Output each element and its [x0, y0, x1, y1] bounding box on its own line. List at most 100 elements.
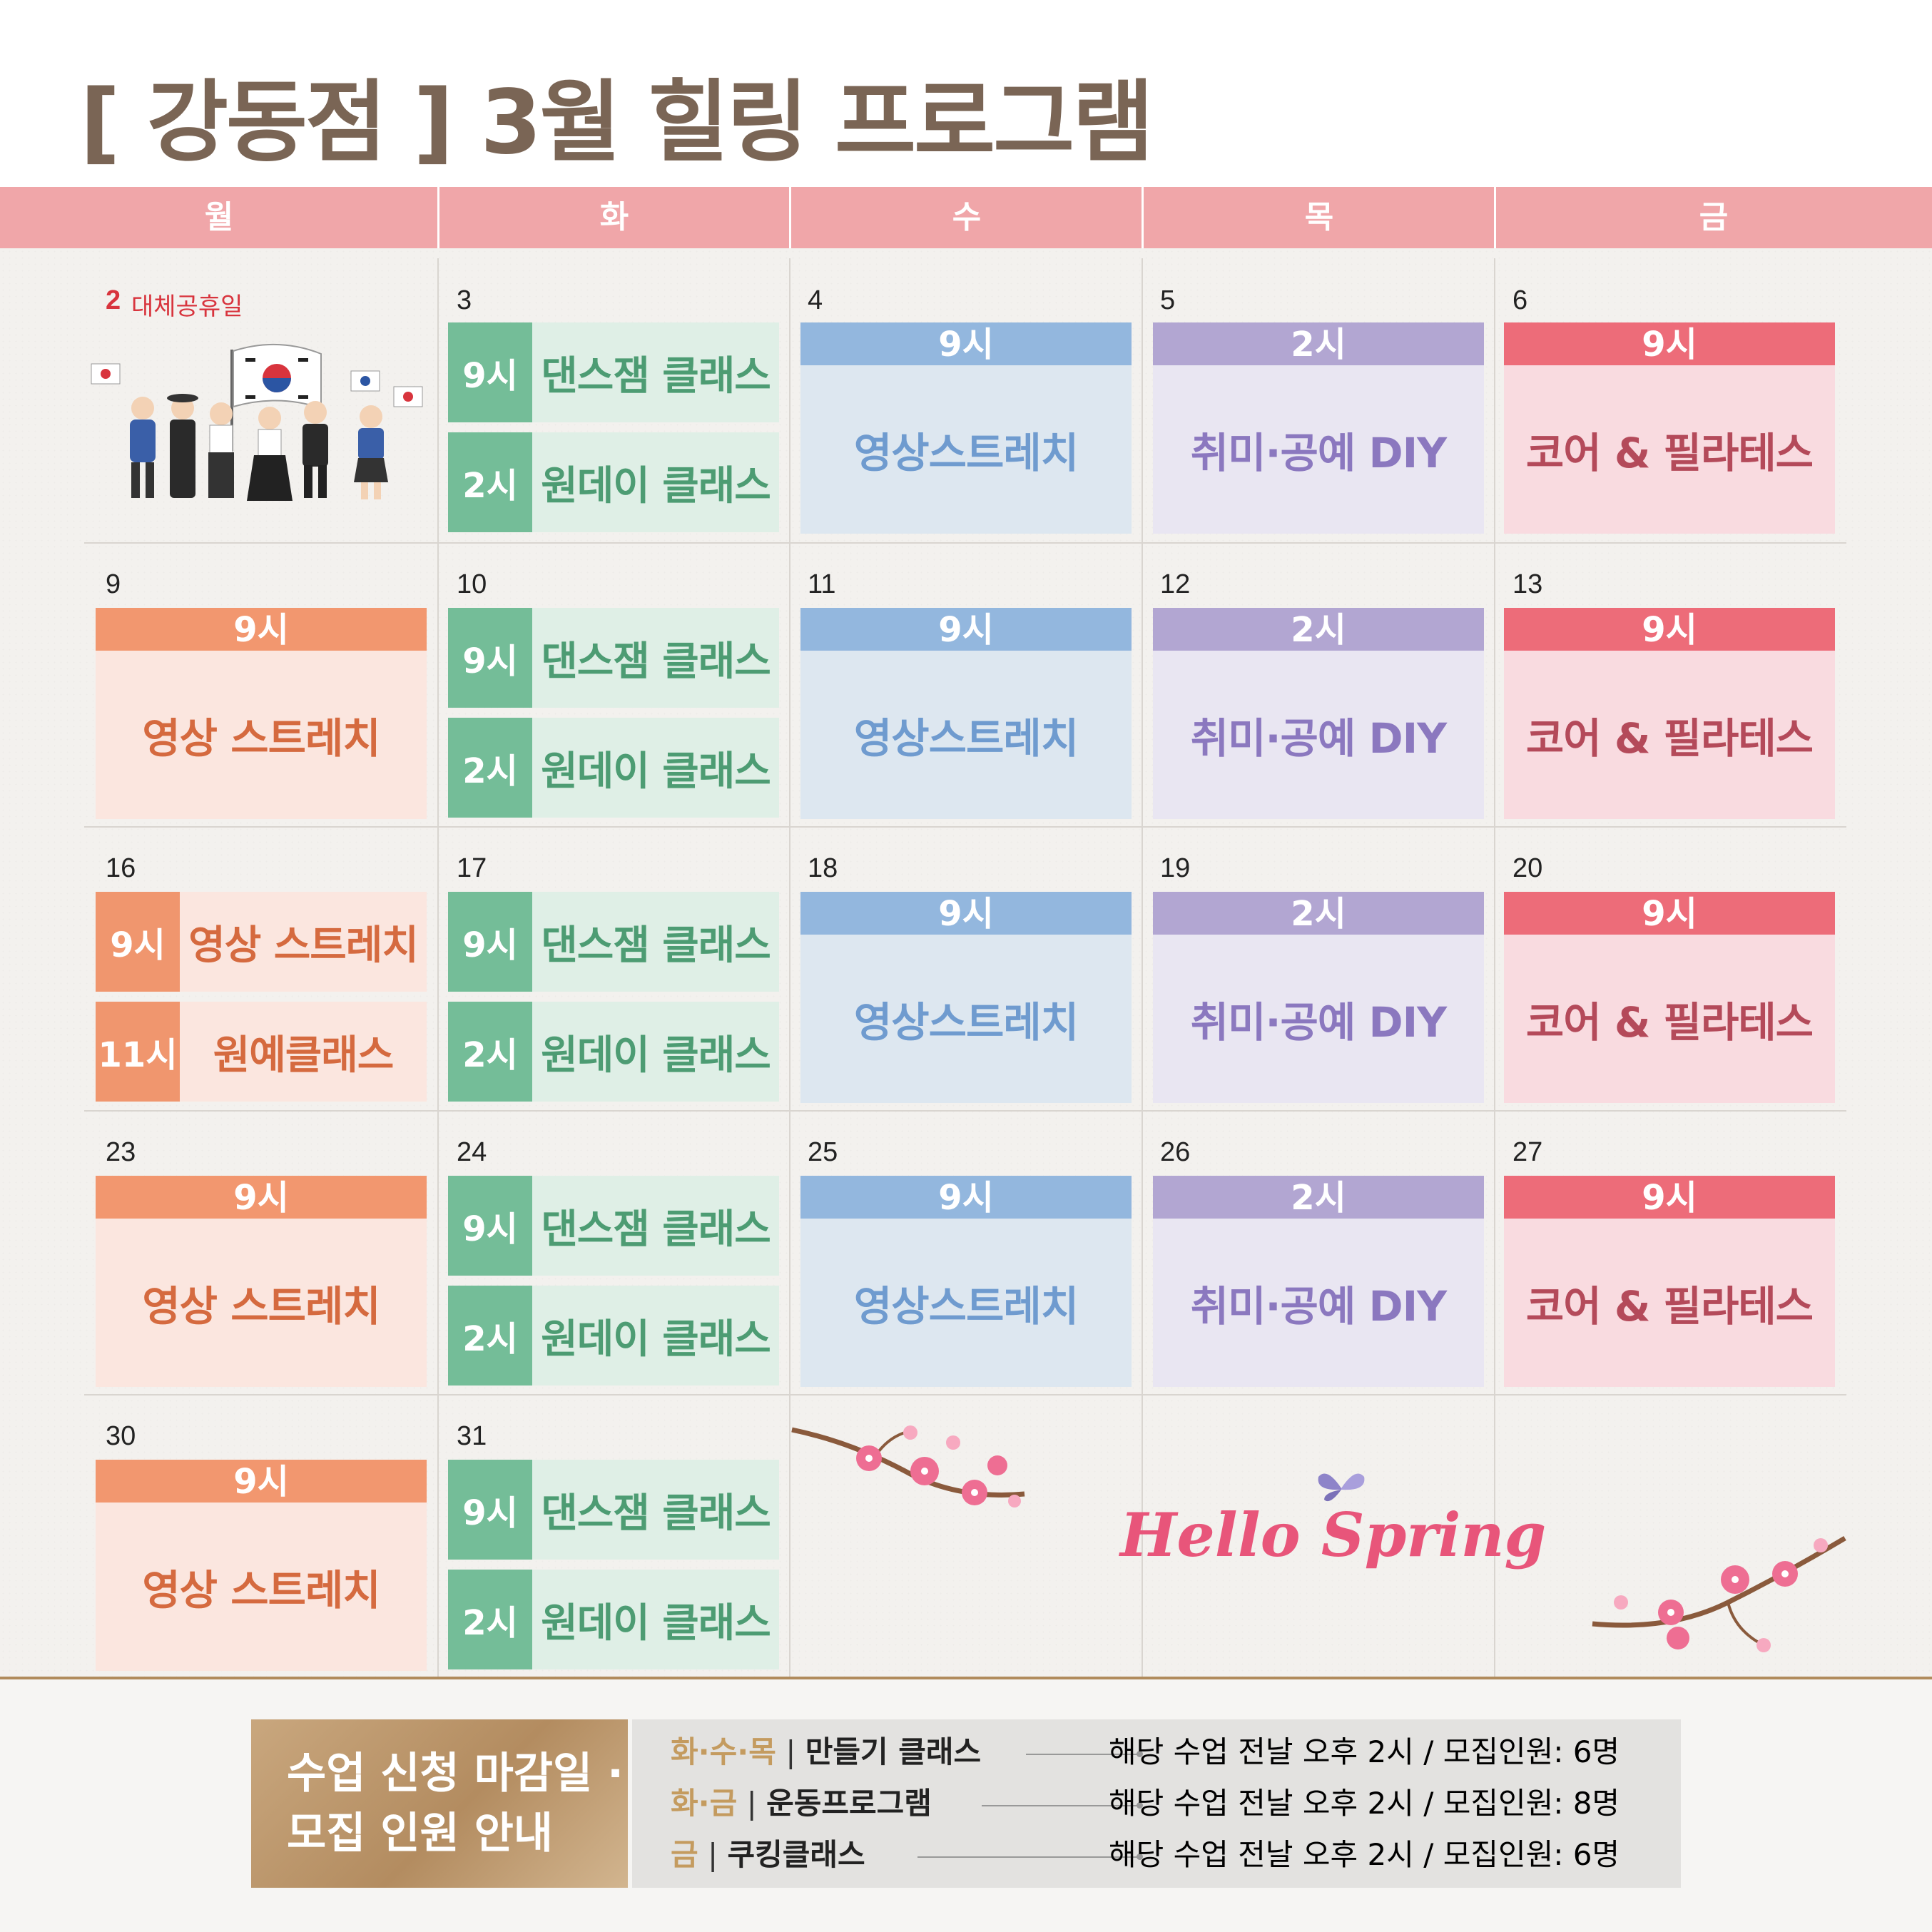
class-time: 11시	[96, 1002, 180, 1102]
class-card-video-stretch[interactable]: 9시 영상스트레치	[800, 1176, 1132, 1387]
class-card-oneday[interactable]: 2시 원데이 클래스	[448, 1002, 779, 1102]
deadline-detail: 해당 수업 전날 오후 2시 / 모집인원: 8명	[1109, 1786, 1620, 1821]
class-card-hobby-diy[interactable]: 2시 취미·공예 DIY	[1153, 1176, 1484, 1387]
deadline-detail: 해당 수업 전날 오후 2시 / 모집인원: 6명	[1109, 1837, 1620, 1872]
grid-line	[1142, 258, 1143, 1678]
class-name: 영상 스트레치	[96, 1219, 427, 1387]
deadline-row: 화·수·목 | 만들기 클래스	[671, 1729, 981, 1775]
class-card-video-stretch[interactable]: 9시 영상스트레치	[800, 322, 1132, 534]
class-card-dance-jam[interactable]: 9시 댄스잼 클래스	[448, 1176, 779, 1276]
class-time: 9시	[96, 608, 427, 651]
class-card-dance-jam[interactable]: 9시 댄스잼 클래스	[448, 608, 779, 708]
notice-line: 모집 인원 안내	[287, 1809, 553, 1859]
row-days: 금	[671, 1837, 698, 1872]
class-time: 9시	[1504, 608, 1835, 651]
people-with-flags-illustration	[91, 343, 423, 501]
class-name: 취미·공예 DIY	[1153, 1219, 1484, 1387]
class-time: 2시	[448, 1286, 532, 1386]
class-name: 댄스잼 클래스	[532, 892, 779, 992]
class-card-video-stretch[interactable]: 9시 영상 스트레치	[96, 608, 427, 819]
class-name: 취미·공예 DIY	[1153, 935, 1484, 1103]
class-time: 2시	[448, 1002, 532, 1102]
day-number: 3	[457, 285, 472, 315]
class-name: 댄스잼 클래스	[532, 608, 779, 708]
day-number: 30	[106, 1421, 136, 1451]
class-name: 댄스잼 클래스	[532, 322, 779, 422]
class-time: 9시	[96, 892, 180, 992]
class-card-oneday[interactable]: 2시 원데이 클래스	[448, 718, 779, 818]
class-card-garden[interactable]: 11시 원예클래스	[96, 1002, 427, 1102]
weekday-mon: 월	[204, 199, 234, 235]
hello-spring-text: Hello Spring	[1120, 1500, 1547, 1570]
class-time: 9시	[448, 1460, 532, 1560]
day-number: 23	[106, 1137, 136, 1167]
class-name: 원예클래스	[180, 1002, 427, 1102]
class-name: 영상 스트레치	[96, 651, 427, 819]
weekday-thu: 목	[1304, 199, 1334, 235]
day-number: 20	[1512, 853, 1543, 883]
header-divider	[789, 187, 791, 248]
class-name: 코어 & 필라테스	[1504, 651, 1835, 819]
class-time: 2시	[448, 1570, 532, 1669]
leader-line	[982, 1802, 1143, 1809]
class-time: 2시	[1153, 1176, 1484, 1219]
class-name: 원데이 클래스	[532, 1286, 779, 1386]
class-time: 9시	[800, 892, 1132, 935]
class-card-core-pilates[interactable]: 9시 코어 & 필라테스	[1504, 892, 1835, 1103]
class-name: 코어 & 필라테스	[1504, 1219, 1835, 1387]
header-divider	[1142, 187, 1144, 248]
day-number: 10	[457, 569, 487, 599]
class-time: 2시	[448, 432, 532, 532]
cherry-blossom-branch-icon	[1592, 1535, 1846, 1652]
class-card-core-pilates[interactable]: 9시 코어 & 필라테스	[1504, 608, 1835, 819]
class-card-core-pilates[interactable]: 9시 코어 & 필라테스	[1504, 1176, 1835, 1387]
class-card-oneday[interactable]: 2시 원데이 클래스	[448, 1286, 779, 1386]
class-card-hobby-diy[interactable]: 2시 취미·공예 DIY	[1153, 322, 1484, 534]
class-name: 취미·공예 DIY	[1153, 365, 1484, 534]
grid-line	[84, 1394, 1846, 1395]
day-number: 27	[1512, 1137, 1543, 1167]
class-time: 9시	[96, 1460, 427, 1503]
class-card-video-stretch[interactable]: 9시 영상 스트레치	[96, 1460, 427, 1671]
notice-label: 수업 신청 마감일 · 모집 인원 안내	[251, 1719, 628, 1888]
class-card-dance-jam[interactable]: 9시 댄스잼 클래스	[448, 322, 779, 422]
class-name: 영상스트레치	[800, 651, 1132, 819]
class-card-video-stretch[interactable]: 9시 영상 스트레치	[96, 892, 427, 992]
grid-line	[84, 826, 1846, 828]
page-title: [ 강동점 ] 3월 힐링 프로그램	[80, 71, 1154, 174]
class-time: 9시	[1504, 892, 1835, 935]
day-number: 2	[106, 285, 121, 315]
class-card-dance-jam[interactable]: 9시 댄스잼 클래스	[448, 1460, 779, 1560]
class-time: 9시	[800, 1176, 1132, 1219]
class-card-video-stretch[interactable]: 9시 영상스트레치	[800, 608, 1132, 819]
class-card-video-stretch[interactable]: 9시 영상 스트레치	[96, 1176, 427, 1387]
footer-divider	[0, 1677, 1932, 1679]
class-time: 9시	[448, 892, 532, 992]
class-card-oneday[interactable]: 2시 원데이 클래스	[448, 1570, 779, 1669]
day-number: 11	[808, 569, 836, 599]
class-card-video-stretch[interactable]: 9시 영상스트레치	[800, 892, 1132, 1103]
header-divider	[1494, 187, 1496, 248]
deadline-info-panel: 화·수·목 | 만들기 클래스 해당 수업 전날 오후 2시 / 모집인원: 6…	[632, 1719, 1681, 1888]
class-name: 원데이 클래스	[532, 432, 779, 532]
day-number: 13	[1512, 569, 1543, 599]
class-time: 9시	[448, 322, 532, 422]
grid-line	[84, 542, 1846, 544]
weekday-tue: 화	[599, 199, 629, 235]
class-card-hobby-diy[interactable]: 2시 취미·공예 DIY	[1153, 608, 1484, 819]
leader-line	[917, 1854, 1143, 1860]
cherry-blossom-branch-icon	[791, 1425, 1025, 1508]
class-card-oneday[interactable]: 2시 원데이 클래스	[448, 432, 779, 532]
class-name: 원데이 클래스	[532, 1570, 779, 1669]
class-name: 취미·공예 DIY	[1153, 651, 1484, 819]
day-number: 16	[106, 853, 136, 883]
class-card-dance-jam[interactable]: 9시 댄스잼 클래스	[448, 892, 779, 992]
notice-line: 수업 신청 마감일 ·	[287, 1749, 624, 1799]
class-card-core-pilates[interactable]: 9시 코어 & 필라테스	[1504, 322, 1835, 534]
row-days: 화·금	[671, 1786, 738, 1821]
grid-line	[789, 258, 790, 1678]
day-number: 5	[1160, 285, 1176, 315]
class-card-hobby-diy[interactable]: 2시 취미·공예 DIY	[1153, 892, 1484, 1103]
day-number: 24	[457, 1137, 487, 1167]
day-number: 6	[1512, 285, 1528, 315]
